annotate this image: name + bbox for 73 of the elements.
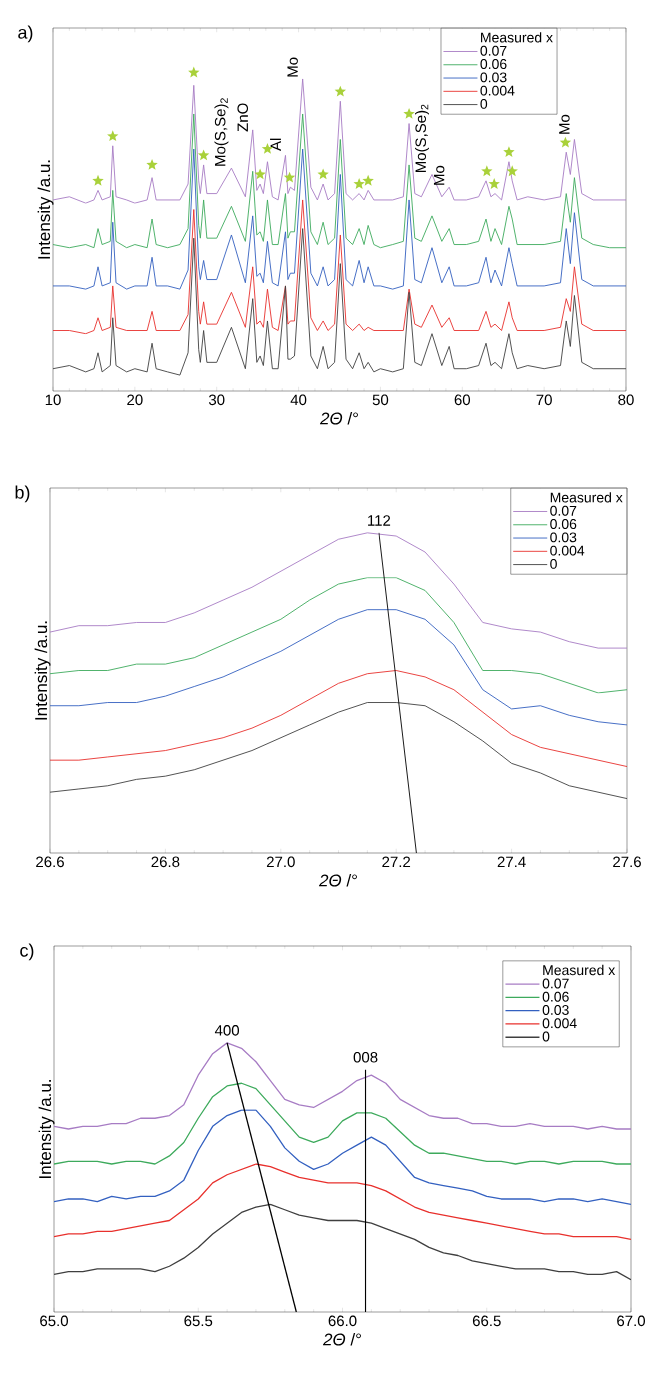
annotation: Mo(S,Se)$_{2}$ <box>214 98 229 166</box>
chart-title: a) <box>18 25 33 43</box>
x-tick-label: 65.5 <box>184 1315 213 1327</box>
x-tick-label: 10 <box>45 394 61 406</box>
annotation: 008 <box>353 1051 378 1063</box>
x-tick-label: 60 <box>454 394 471 406</box>
legend-label: 0.03 <box>550 532 577 543</box>
x-tick-label: 30 <box>208 394 225 406</box>
x-tick-label: 67.0 <box>617 1315 645 1327</box>
legend-title: Measured x <box>481 32 553 43</box>
x-tick-label: 27.4 <box>497 856 526 868</box>
x-tick-label: 65.0 <box>40 1315 68 1327</box>
chart-title: b) <box>15 485 30 503</box>
point <box>506 165 518 177</box>
point <box>107 130 119 142</box>
annotation: Mo <box>287 57 298 77</box>
point <box>488 178 500 189</box>
legend-label: 0.004 <box>550 545 585 556</box>
y-axis-title: Intensity /a.u. <box>38 1080 55 1178</box>
legend-title: Measured x <box>550 492 623 503</box>
annotation: 400 <box>214 1025 240 1036</box>
x-tick-label: 26.6 <box>36 856 64 868</box>
x-tick-label: 27.6 <box>613 856 641 868</box>
point <box>188 66 200 78</box>
point <box>353 178 365 189</box>
legend-label: 0.07 <box>480 45 507 56</box>
legend-label: 0.06 <box>550 519 577 530</box>
y-axis-title: Intensity /a.u. <box>34 621 51 720</box>
point <box>317 168 329 180</box>
x-tick-label: 20 <box>127 394 143 406</box>
legend-label: 0.06 <box>542 991 569 1002</box>
legend-label: 0.03 <box>480 72 507 83</box>
point <box>334 85 347 97</box>
legend-label: 0 <box>480 98 488 109</box>
point <box>197 149 210 161</box>
x-axis-title: 2Θ /° <box>318 874 357 887</box>
annotation: ZnO <box>237 103 249 132</box>
x-tick-label: 70 <box>536 394 552 406</box>
legend-label: 0.07 <box>550 505 577 516</box>
x-tick-label: 26.8 <box>151 856 180 868</box>
legend-label: 0.004 <box>542 1018 577 1029</box>
legend-label: 0 <box>550 558 557 569</box>
annotation: 112 <box>368 515 391 526</box>
annotation: Mo(S,Se)$_{2}$ <box>415 104 429 173</box>
point <box>503 146 515 158</box>
point <box>146 158 158 170</box>
point <box>283 171 296 183</box>
chart-title: c) <box>20 943 34 961</box>
x-tick-label: 40 <box>290 394 307 406</box>
point <box>254 168 266 180</box>
x-tick-label: 66.0 <box>328 1315 357 1327</box>
x-tick-label: 27.2 <box>382 856 411 868</box>
annotation: Al <box>270 138 281 151</box>
legend-label: 0 <box>542 1031 550 1042</box>
point <box>403 107 415 119</box>
x-axis-title: 2Θ /° <box>319 412 358 425</box>
legend-label: 0.06 <box>480 59 507 70</box>
annotation: Mo <box>433 165 445 185</box>
point <box>92 174 104 186</box>
legend-label: 0.03 <box>542 1005 569 1015</box>
x-tick-label: 27.0 <box>266 856 295 868</box>
legend-label: 0.004 <box>480 85 515 96</box>
point <box>481 165 493 177</box>
point <box>362 174 374 186</box>
annotation: Mo <box>559 114 570 134</box>
legend-title: Measured x <box>543 964 616 976</box>
point <box>559 136 572 148</box>
x-tick-label: 80 <box>618 394 634 406</box>
x-tick-label: 50 <box>372 394 389 406</box>
y-axis-title: Intensity /a.u. <box>37 160 54 259</box>
x-tick-label: 66.5 <box>472 1315 501 1327</box>
x-axis-title: 2Θ /° <box>322 1333 361 1346</box>
legend-label: 0.07 <box>542 978 569 989</box>
